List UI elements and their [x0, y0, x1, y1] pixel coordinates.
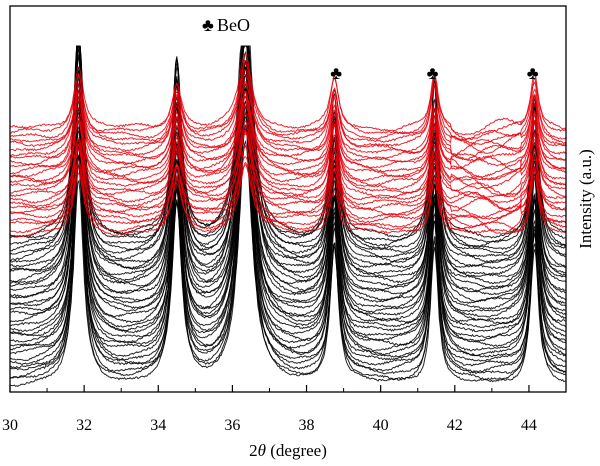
black-trace — [9, 45, 567, 283]
x-tick-label: 44 — [521, 417, 537, 434]
x-axis-title: 2θ (degree) — [249, 441, 327, 460]
black-trace — [9, 86, 567, 365]
black-trace — [9, 87, 567, 348]
red-trace — [9, 130, 567, 213]
club-marker: ♣ — [527, 63, 539, 83]
black-trace — [9, 124, 567, 388]
black-trace — [9, 45, 567, 252]
black-trace — [9, 116, 567, 344]
red-trace — [9, 82, 567, 161]
x-tick-label: 30 — [2, 417, 18, 434]
red-trace — [9, 132, 567, 219]
club-marker: ♣ — [427, 63, 439, 83]
black-trace — [9, 106, 567, 374]
red-trace — [9, 52, 567, 136]
black-trace — [9, 101, 567, 379]
black-trace — [9, 45, 567, 276]
red-trace — [9, 90, 567, 162]
plot-traces — [9, 45, 567, 388]
black-trace — [9, 66, 567, 339]
black-trace — [9, 45, 567, 318]
black-trace — [9, 45, 567, 290]
x-tick-label: 42 — [447, 417, 463, 434]
black-trace — [9, 66, 567, 323]
black-trace — [9, 61, 567, 336]
red-trace — [10, 97, 567, 182]
peak-markers: ♣ ♣ ♣ — [330, 63, 538, 83]
black-trace — [9, 45, 567, 303]
red-trace — [9, 69, 567, 146]
black-trace — [9, 67, 567, 306]
x-tick-label: 38 — [299, 417, 315, 434]
black-trace — [9, 68, 566, 299]
x-tick-label: 40 — [373, 417, 389, 434]
legend-label: BeO — [217, 15, 250, 35]
x-tick-label: 34 — [150, 417, 166, 434]
red-trace — [9, 145, 567, 221]
club-marker: ♣ — [330, 63, 342, 83]
black-trace — [9, 45, 566, 268]
x-axis-title-prefix: 2 — [249, 441, 258, 460]
black-trace — [9, 45, 567, 262]
red-trace — [9, 119, 567, 198]
x-axis-title-variable: θ — [258, 441, 266, 460]
red-trace — [9, 97, 567, 171]
black-trace — [9, 139, 567, 369]
black-trace — [9, 45, 567, 247]
black-trace — [9, 99, 567, 357]
red-trace — [9, 73, 567, 154]
red-trace — [9, 95, 567, 178]
red-trace — [9, 105, 567, 190]
x-axis-ticks: 30 32 34 36 38 40 42 44 — [2, 385, 537, 434]
plot-frame-box — [9, 5, 567, 393]
black-trace — [9, 110, 567, 383]
red-trace — [9, 129, 567, 200]
legend: ♣ BeO — [202, 15, 250, 35]
x-tick-label: 32 — [76, 417, 92, 434]
red-trace — [9, 145, 567, 228]
x-tick-label: 36 — [224, 417, 240, 434]
black-trace — [10, 50, 567, 332]
red-trace — [9, 163, 566, 238]
black-trace — [9, 73, 567, 352]
x-axis-title-suffix: (degree) — [266, 441, 327, 460]
plot-frame — [9, 5, 567, 393]
y-axis-title: Intensity (a.u.) — [576, 149, 595, 249]
legend-symbol: ♣ — [202, 15, 214, 35]
black-trace — [9, 60, 567, 313]
black-trace — [9, 45, 567, 239]
red-trace — [9, 59, 567, 141]
black-trace — [9, 57, 567, 294]
